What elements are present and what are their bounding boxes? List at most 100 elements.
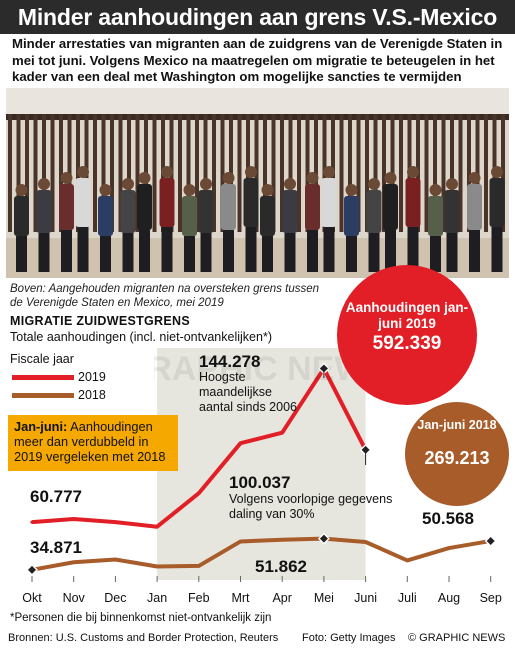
fence-post — [178, 114, 182, 232]
legend-header: Fiscale jaar — [10, 352, 74, 366]
migrant-figure — [221, 172, 236, 272]
migrant-figure — [405, 166, 421, 272]
marker-2018-Okt — [26, 563, 38, 576]
data-point-2018-Jan — [155, 564, 159, 569]
x-tick-label: Mei — [314, 591, 334, 605]
data-point-2019-Jan — [155, 525, 159, 529]
june-value: 100.037 — [229, 473, 291, 492]
data-point-2018-Dec — [113, 557, 117, 562]
x-tick-label: Feb — [188, 591, 210, 605]
x-tick-label: Jan — [147, 591, 167, 605]
sources: Bronnen: U.S. Customs and Border Protect… — [8, 632, 279, 644]
migrant-figure — [198, 178, 214, 272]
badge-2019-value: 592.339 — [372, 333, 442, 354]
fence-post — [93, 114, 97, 232]
photo-illustration — [6, 88, 509, 278]
legend-item-2019: 2019 — [12, 370, 106, 384]
data-point-2019-Feb — [197, 491, 201, 495]
photo-credit: Foto: Getty Images — [302, 632, 396, 644]
fence-post — [237, 114, 242, 232]
badge-2019-label: Aanhoudingen jan-juni 2019 — [345, 300, 469, 331]
oct2018-value: 34.871 — [30, 538, 82, 557]
migrant-figure — [14, 184, 29, 272]
migrant-figure — [383, 172, 398, 272]
fence-post — [280, 114, 284, 232]
callout-text: Aanhoudingen meer dan verdubbeld in 2019… — [14, 419, 166, 464]
migrant-figure — [120, 178, 136, 272]
migrant-figure — [159, 166, 175, 272]
fence-post — [365, 114, 369, 232]
badge-2018-value: 269.213 — [424, 448, 490, 468]
x-tick-label: Okt — [22, 591, 42, 605]
data-point-2018-Aug — [447, 546, 451, 550]
data-point-2018-Nov — [72, 560, 76, 564]
data-point-2018-Juni — [364, 540, 368, 544]
migrant-figure — [182, 184, 197, 272]
fence-post — [467, 114, 471, 232]
migrant-figure — [321, 166, 337, 272]
fence-post — [212, 114, 216, 232]
fence-post — [50, 114, 55, 232]
fence-post — [450, 114, 454, 232]
callout-box: Jan-juni: Aanhoudingen meer dan verdubbe… — [8, 415, 178, 471]
migrant-figure — [75, 166, 91, 272]
fence-post — [484, 114, 488, 232]
series-line-2018 — [31, 536, 492, 572]
fence-post — [501, 114, 505, 232]
marker-2018-Mei — [317, 532, 330, 545]
x-tick-label: Juni — [354, 591, 377, 605]
callout-bold: Jan-juni: — [14, 419, 68, 434]
fence-post — [399, 114, 403, 232]
x-tick-label: Apr — [272, 591, 291, 605]
x-tick-label: Juli — [398, 591, 417, 605]
fence-post — [42, 114, 46, 232]
x-tick-label: Aug — [438, 591, 460, 605]
fence-post — [297, 114, 301, 232]
fence-post — [314, 114, 318, 232]
data-point-2019-Nov — [72, 517, 76, 521]
migrant-figure — [305, 172, 320, 272]
marker-2018-Sep — [484, 534, 497, 547]
migrant-figure — [489, 166, 505, 272]
x-tick-label: Mrt — [231, 591, 250, 605]
migrant-figure — [98, 184, 113, 272]
fence-post — [33, 114, 38, 232]
fence-post — [424, 114, 429, 232]
data-point-2019-Dec — [113, 520, 117, 524]
fence-post — [25, 114, 29, 232]
page-title: Minder aanhoudingen aan grens V.S.-Mexic… — [0, 0, 515, 34]
photo-caption: Boven: Aangehouden migranten na overstek… — [10, 283, 320, 309]
fence-post — [110, 114, 114, 232]
migrant-figure — [59, 172, 74, 272]
fence-post — [118, 114, 123, 232]
fence-post — [305, 114, 310, 232]
data-point-2018-Feb — [197, 564, 201, 568]
data-point-2019-Okt — [30, 520, 34, 524]
section-subtitle: Totale aanhoudingen (incl. niet-ontvanke… — [10, 330, 272, 344]
fence-post — [458, 114, 463, 232]
fence-post — [220, 114, 225, 232]
legend-label-2019: 2019 — [78, 370, 106, 384]
fence-post — [382, 114, 386, 232]
migrant-figure — [243, 166, 259, 272]
data-point-2018-Apr — [280, 538, 284, 542]
fence-post — [8, 114, 12, 232]
data-point-2018-Mrt — [238, 539, 243, 544]
migrant-figure — [137, 172, 152, 272]
migrant-figure — [444, 178, 460, 272]
may2018-value: 51.862 — [255, 557, 307, 576]
border-photo — [6, 88, 509, 278]
fence-post — [441, 114, 446, 232]
page-subtitle: Minder arrestaties van migranten aan de … — [12, 36, 503, 84]
x-tick-label: Nov — [63, 591, 86, 605]
migrant-figure — [467, 172, 482, 272]
migrant-figure — [344, 184, 359, 272]
legend-label-2018: 2018 — [78, 388, 106, 402]
migrant-figure — [282, 178, 298, 272]
fence-post — [356, 114, 361, 232]
fence-post — [16, 114, 21, 232]
oct2019-value: 60.777 — [30, 487, 82, 506]
legend-swatch-2019 — [12, 375, 74, 381]
fence-post — [127, 114, 131, 232]
fence-post — [263, 114, 267, 232]
